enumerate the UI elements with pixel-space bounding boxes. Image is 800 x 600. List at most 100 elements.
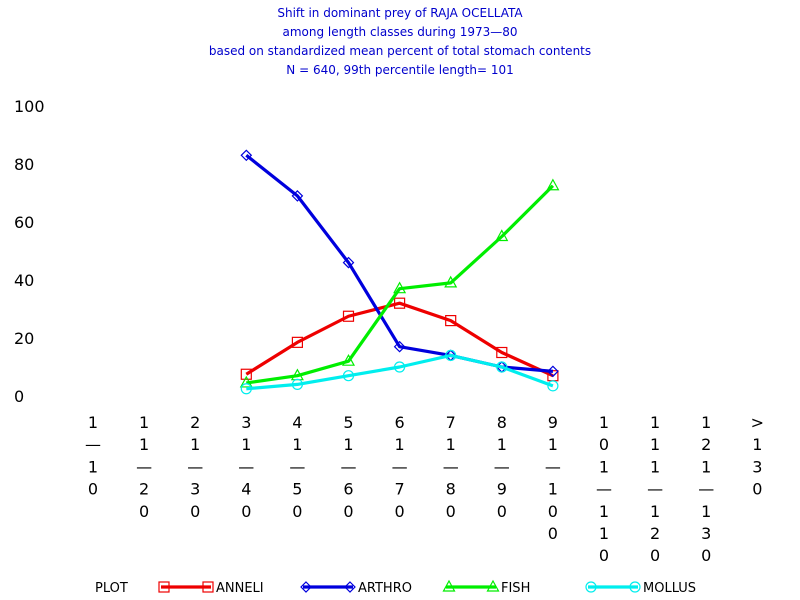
x-tick-char: — (341, 457, 357, 476)
x-tick-char: 9 (497, 480, 507, 499)
data-point (445, 349, 457, 361)
x-tick-char: 5 (343, 413, 353, 432)
x-tick-char: 0 (497, 502, 507, 521)
x-tick-char: 4 (292, 413, 302, 432)
y-tick-label: 0 (14, 387, 24, 406)
data-point (394, 297, 406, 309)
title-line: N = 640, 99th percentile length= 101 (286, 63, 513, 77)
x-tick-label: 1 0 1 — 1 1 0 (596, 413, 612, 565)
x-tick-char: — (85, 435, 101, 454)
x-tick-char: 6 (343, 480, 353, 499)
x-tick-char: 1 (752, 435, 762, 454)
x-tick-char: 0 (139, 502, 149, 521)
x-tick-char: 1 (599, 502, 609, 521)
data-point (240, 368, 252, 380)
x-tick-char: 0 (292, 502, 302, 521)
y-tick-label: 80 (14, 155, 34, 174)
x-tick-char: 2 (139, 480, 149, 499)
data-point (486, 579, 500, 592)
x-tick-char: 4 (241, 480, 251, 499)
data-point (393, 281, 407, 294)
data-point (496, 346, 508, 359)
x-tick-char: 1 (650, 457, 660, 476)
x-tick-char: 1 (701, 413, 711, 432)
legend-item: ARTHRO (300, 581, 412, 596)
legend-label: ANNELI (216, 581, 264, 596)
x-tick-char: 2 (701, 435, 711, 454)
x-tick-label: 4 1 — 5 0 (289, 413, 305, 521)
data-point (342, 370, 355, 382)
x-tick-char: 3 (190, 480, 200, 499)
legend-label: FISH (501, 581, 530, 596)
data-point (202, 581, 214, 593)
x-tick-char: 0 (752, 480, 762, 499)
x-tick-char: 1 (599, 524, 609, 543)
series-line (246, 184, 555, 385)
x-tick-char: 1 (88, 413, 98, 432)
data-point (547, 380, 559, 392)
x-tick-char: — (698, 480, 714, 499)
x-tick-char: 1 (650, 435, 660, 454)
data-point (344, 581, 356, 593)
x-tick-label: 1 1 — 2 0 (136, 413, 152, 521)
x-tick-label: 1 1 1 — 1 2 0 (647, 413, 663, 565)
series-fish (239, 178, 560, 388)
x-tick-char: 1 (88, 457, 98, 476)
chart-title: Shift in dominant prey of RAJA OCELLATA a… (209, 6, 591, 77)
series-line (245, 301, 554, 378)
x-tick-char: > (751, 413, 764, 432)
x-tick-char: 0 (701, 546, 711, 565)
title-line: based on standardized mean percent of to… (209, 44, 591, 58)
x-tick-char: 0 (650, 546, 660, 565)
y-tick-label: 60 (14, 213, 34, 232)
x-tick-label: 2 1 — 3 0 (187, 413, 203, 521)
x-tick-char: 1 (139, 435, 149, 454)
legend-label: MOLLUS (643, 581, 696, 596)
x-tick-char: 5 (292, 480, 302, 499)
data-point (495, 229, 509, 242)
x-tick-char: 1 (599, 413, 609, 432)
x-tick-char: — (392, 457, 408, 476)
x-tick-char: 1 (343, 435, 353, 454)
x-tick-char: 7 (446, 413, 456, 432)
x-tick-label: 1 2 1 — 1 3 0 (698, 413, 714, 565)
x-tick-label: 1 — 1 0 (85, 413, 101, 499)
x-tick-char: 0 (446, 502, 456, 521)
x-tick-char: — (238, 457, 254, 476)
data-point (341, 353, 356, 366)
x-tick-char: 0 (190, 502, 200, 521)
x-tick-char: 1 (548, 480, 558, 499)
x-axis-ticks: 1—1011—2021—3031—4041—5051—6061—7071—808… (85, 413, 764, 565)
legend: PLOT ANNELI ARTHRO FISH MOLLUS (95, 579, 696, 596)
x-tick-char: 0 (548, 502, 558, 521)
legend-item: MOLLUS (585, 581, 696, 596)
x-tick-char: — (136, 457, 152, 476)
x-tick-char: 3 (752, 457, 762, 476)
title-line: among length classes during 1973—80 (282, 25, 517, 39)
data-point (342, 310, 355, 322)
x-tick-char: — (647, 480, 663, 499)
data-point (240, 383, 252, 395)
x-tick-char: — (545, 457, 561, 476)
x-tick-char: 3 (241, 413, 251, 432)
x-tick-char: 1 (650, 413, 660, 432)
x-tick-char: 0 (599, 435, 609, 454)
x-tick-char: 1 (395, 435, 405, 454)
data-point (496, 361, 508, 373)
x-tick-char: 8 (497, 413, 507, 432)
x-tick-char: 1 (241, 435, 251, 454)
x-tick-label: 5 1 — 6 0 (341, 413, 357, 521)
y-axis-ticks: 0 20 40 60 80 100 (14, 97, 45, 406)
legend-item: FISH (442, 579, 530, 596)
legend-item: ANNELI (158, 581, 264, 596)
x-tick-char: 3 (701, 524, 711, 543)
x-tick-char: 1 (446, 435, 456, 454)
x-tick-char: 1 (701, 502, 711, 521)
data-point (393, 340, 406, 353)
data-point (444, 275, 458, 288)
data-point (239, 375, 253, 388)
x-tick-label: 8 1 — 9 0 (494, 413, 510, 521)
x-tick-char: 1 (139, 413, 149, 432)
data-point (629, 581, 641, 593)
